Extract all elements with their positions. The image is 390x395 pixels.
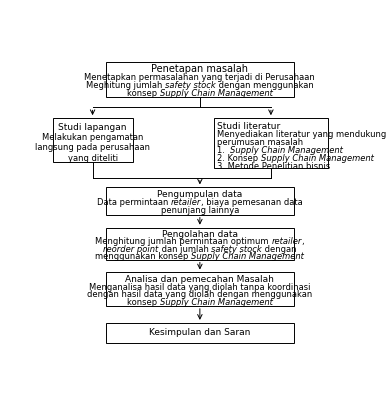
Text: Meghitung jumlah: Meghitung jumlah (86, 81, 165, 90)
Bar (106, 187, 294, 215)
Text: Supply Chain Management: Supply Chain Management (230, 146, 343, 155)
Text: Penetapan masalah: Penetapan masalah (151, 64, 248, 74)
Text: 3. Metode Penelitian bisnis: 3. Metode Penelitian bisnis (217, 162, 330, 171)
Text: Supply Chain Management: Supply Chain Management (261, 154, 374, 163)
Text: Menyediakan literatur yang mendukung: Menyediakan literatur yang mendukung (217, 130, 386, 139)
Bar (106, 273, 294, 306)
Bar (106, 228, 294, 260)
Text: dengan menggunakan: dengan menggunakan (216, 81, 314, 90)
Text: penunjang lainnya: penunjang lainnya (161, 206, 239, 215)
Bar (106, 62, 294, 97)
Text: dan jumlah: dan jumlah (159, 245, 211, 254)
Text: perumusan masalah: perumusan masalah (217, 138, 303, 147)
Bar (214, 118, 328, 168)
Bar (106, 323, 294, 342)
Text: Data permintaan: Data permintaan (97, 198, 171, 207)
Text: safety stock: safety stock (165, 81, 216, 90)
Text: Supply Chain Management: Supply Chain Management (160, 89, 273, 98)
Text: safety stock: safety stock (211, 245, 262, 254)
Text: menggunakan konsep: menggunakan konsep (96, 252, 191, 261)
Text: langsung pada perusahaan: langsung pada perusahaan (35, 143, 150, 152)
Text: 2. Konsep: 2. Konsep (217, 154, 261, 163)
Text: Menetapkan permasalahan yang terjadi di Perusahaan: Menetapkan permasalahan yang terjadi di … (85, 73, 315, 82)
Text: Studi lapangan: Studi lapangan (58, 123, 127, 132)
Text: Menghitung jumlah permintaan optimum: Menghitung jumlah permintaan optimum (95, 237, 271, 246)
Text: Supply Chain Management: Supply Chain Management (191, 252, 304, 261)
Text: konsep: konsep (127, 298, 160, 307)
Text: konsep: konsep (127, 89, 160, 98)
Text: retailer: retailer (171, 198, 201, 207)
Text: Pengumpulan data: Pengumpulan data (157, 190, 243, 199)
Text: Pengolahan data: Pengolahan data (162, 230, 238, 239)
Text: Studi literatur: Studi literatur (217, 122, 280, 131)
Text: retailer: retailer (271, 237, 302, 246)
Text: Kesimpulan dan Saran: Kesimpulan dan Saran (149, 328, 250, 337)
Text: Menganalisa hasil data yang diolah tanpa koordinasi: Menganalisa hasil data yang diolah tanpa… (89, 283, 310, 292)
Text: 1.: 1. (217, 146, 230, 155)
Text: yang diteliti: yang diteliti (67, 154, 118, 163)
Text: Analisa dan pemecahan Masalah: Analisa dan pemecahan Masalah (126, 275, 274, 284)
Text: dengan: dengan (262, 245, 296, 254)
Text: Melakukan pengamatan: Melakukan pengamatan (42, 133, 143, 142)
Text: dengan hasil data yang diolah dengan menggunakan: dengan hasil data yang diolah dengan men… (87, 290, 312, 299)
Text: , biaya pemesanan data: , biaya pemesanan data (201, 198, 303, 207)
Text: Supply Chain Management: Supply Chain Management (160, 298, 273, 307)
Text: ,: , (302, 237, 305, 246)
Bar (53, 118, 133, 162)
Text: reorder point: reorder point (103, 245, 159, 254)
